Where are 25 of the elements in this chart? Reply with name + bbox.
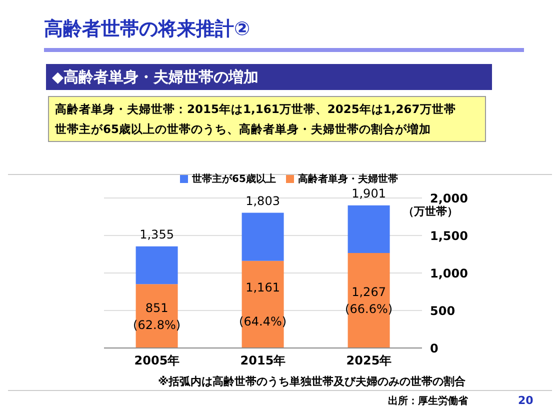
chart-subtitle: ◆高齢者単身・夫婦世帯の増加 bbox=[46, 64, 492, 90]
y-tick-label: 2,000 bbox=[430, 191, 468, 206]
text: 高齢者単身・夫婦世帯：2015年は1,161万世帯、2025年は1,267万世帯 bbox=[55, 101, 457, 118]
y-tick-label: 1,000 bbox=[430, 266, 468, 280]
x-tick-label: 2015年 bbox=[240, 354, 286, 368]
y-tick-label: 500 bbox=[430, 304, 456, 318]
bar bbox=[348, 205, 390, 253]
bar bbox=[348, 252, 390, 348]
legend-label: 高齢者単身・夫婦世帯 bbox=[298, 174, 398, 185]
total-label: 1,803 bbox=[246, 194, 280, 208]
chart-title: 高齢者世帯の将来推計② bbox=[44, 17, 250, 42]
bar bbox=[242, 212, 284, 261]
y-axis-title: （万世帯） bbox=[403, 204, 458, 219]
bar bbox=[136, 246, 178, 284]
total-label: 1,355 bbox=[140, 227, 174, 242]
x-tick-label: 2005年 bbox=[134, 354, 180, 368]
total-label: 1,901 bbox=[352, 186, 386, 200]
text: 出所：厚生労働省 bbox=[388, 394, 468, 408]
x-tick-label: 2025年 bbox=[346, 354, 392, 368]
legend-label: 世帯主が65歳以上 bbox=[192, 174, 276, 185]
text: 世帯主が65歳以上の世帯のうち、高齢者単身・夫婦世帯の割合が増加 bbox=[55, 121, 432, 138]
text: 20 bbox=[518, 394, 534, 407]
text: ※括弧内は高齢世帯のうち単独世帯及び夫婦のみの世帯の割合 bbox=[158, 374, 466, 389]
y-tick-label: 0 bbox=[430, 341, 438, 356]
y-tick-label: 1,500 bbox=[430, 228, 468, 243]
